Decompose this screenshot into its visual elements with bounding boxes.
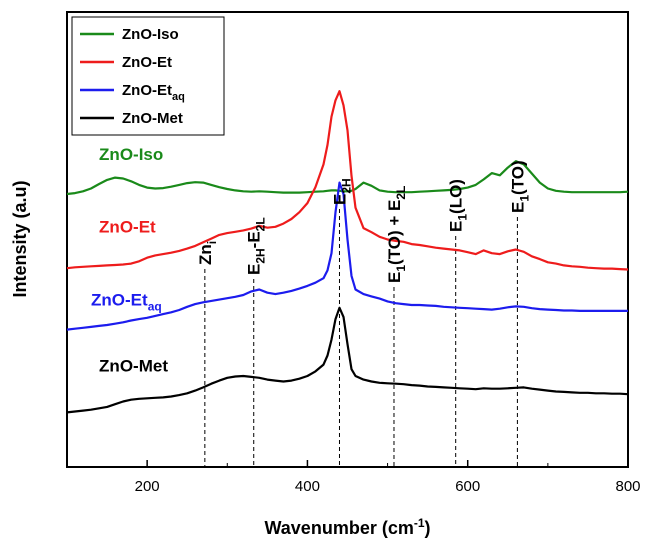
series-annotation-2: ZnO-Etaq	[91, 290, 162, 313]
x-tick-label-200: 200	[135, 478, 160, 495]
peak-label-4: E1(LO)	[447, 179, 470, 232]
x-tick-label-600: 600	[455, 478, 480, 495]
legend-label-1: ZnO-Et	[122, 54, 172, 71]
legend: ZnO-Iso ZnO-Et ZnO-Etaq ZnO-Met	[71, 16, 225, 136]
x-axis-title-exponent: -1	[414, 516, 425, 530]
legend-label-0: ZnO-Iso	[122, 26, 179, 43]
peak-marker-lines	[204, 209, 518, 467]
series-annotations: ZnO-Iso ZnO-Et ZnO-Etaq ZnO-Met	[91, 145, 168, 376]
peak-labels: Zni E2H-E2L E2H E1(TO) + E2L E1(LO) E1(TO)	[196, 160, 532, 283]
x-tick-label-400: 400	[295, 478, 320, 495]
peak-label-1: E2H-E2L	[245, 217, 268, 275]
x-axis-title-close: )	[425, 518, 431, 538]
legend-label-3: ZnO-Met	[122, 110, 183, 127]
plot-frame	[66, 11, 629, 468]
peak-label-3: E1(TO) + E2L	[385, 186, 408, 283]
legend-label-2: ZnO-Etaq	[122, 82, 185, 103]
series-line-1	[66, 90, 629, 271]
x-axis: 200 400 600 800	[66, 460, 641, 495]
peak-label-0: Zni	[196, 241, 219, 265]
series-annotation-1: ZnO-Et	[99, 218, 156, 237]
series-line-3	[66, 306, 629, 414]
series-line-2	[66, 181, 628, 331]
series-annotation-3: ZnO-Met	[99, 356, 168, 375]
x-axis-title: Wavenumber (cm-1)	[264, 516, 430, 538]
y-axis-title: Intensity (a.u)	[10, 180, 30, 297]
legend-box	[71, 16, 225, 136]
series-annotation-0: ZnO-Iso	[99, 145, 163, 164]
peak-label-5: E1(TO)	[508, 160, 531, 213]
series-lines	[66, 90, 629, 414]
x-axis-title-main: Wavenumber (cm	[264, 518, 413, 538]
peak-label-2: E2H	[330, 178, 353, 205]
x-tick-label-800: 800	[615, 478, 640, 495]
